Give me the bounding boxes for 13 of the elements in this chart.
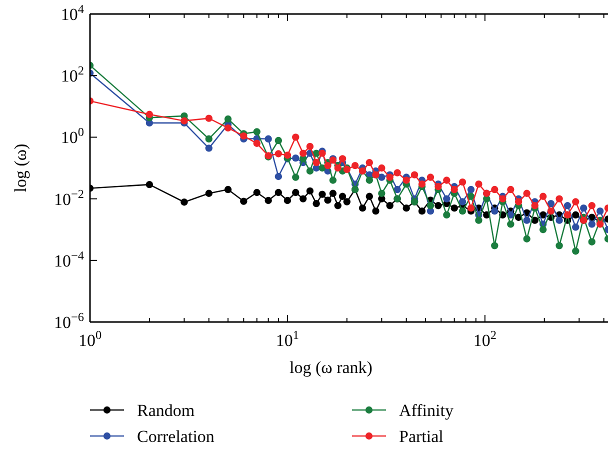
- x-axis-title: log (ω rank): [290, 358, 372, 377]
- y-tick-label: 10$^{2}$: [60, 64, 84, 86]
- legend-label: Correlation: [137, 427, 215, 446]
- y-tick-label: 10$^{4}$: [60, 2, 84, 24]
- y-tick-label: 10$^{−4}$: [54, 248, 84, 270]
- legend-label: Random: [137, 401, 195, 420]
- x-tick-label: 10$^{1}$: [276, 328, 300, 350]
- x-tick-label: 10$^{2}$: [473, 328, 496, 350]
- y-tick-label: 10$^{0}$: [60, 125, 84, 148]
- legend-label: Affinity: [399, 401, 454, 420]
- y-tick-label: 10$^{−2}$: [54, 186, 84, 209]
- y-axis-title: log (ω): [11, 144, 30, 192]
- legend-label: Partial: [399, 427, 444, 446]
